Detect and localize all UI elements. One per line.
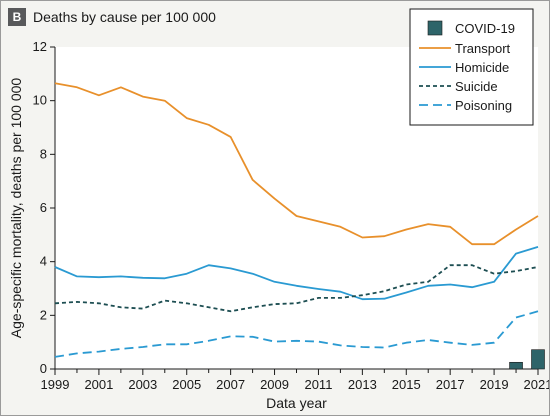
covid-bar bbox=[509, 361, 523, 370]
x-tick-label: 2007 bbox=[216, 377, 245, 392]
series-line-transport bbox=[54, 82, 539, 246]
legend-label: COVID-19 bbox=[455, 21, 515, 36]
x-tick-label: 2003 bbox=[128, 377, 157, 392]
y-tick-label: 8 bbox=[40, 146, 47, 161]
covid-bar bbox=[531, 349, 545, 370]
x-tick-label: 2015 bbox=[392, 377, 421, 392]
x-tick-label: 2011 bbox=[304, 377, 332, 392]
y-tick-label: 0 bbox=[40, 361, 47, 376]
series-line-homicide bbox=[54, 246, 539, 301]
legend-label: Suicide bbox=[455, 79, 498, 94]
x-tick-label: 2021 bbox=[524, 377, 549, 392]
x-tick-label: 2013 bbox=[348, 377, 377, 392]
panel-badge: B bbox=[8, 8, 26, 26]
legend-label: Transport bbox=[455, 41, 511, 56]
y-tick-label: 4 bbox=[40, 254, 47, 269]
x-tick-label: 2019 bbox=[480, 377, 509, 392]
panel-title: Deaths by cause per 100 000 bbox=[33, 9, 216, 25]
x-tick-label: 2001 bbox=[84, 377, 113, 392]
y-tick-label: 10 bbox=[33, 93, 47, 108]
x-tick-label: 2017 bbox=[436, 377, 465, 392]
y-axis-title: Age-specific mortality, deaths per 100 0… bbox=[8, 78, 24, 339]
legend: COVID-19 Transport Homicide Suicide Poisonin… bbox=[409, 8, 534, 126]
legend-label: Poisoning bbox=[455, 98, 512, 113]
y-tick-label: 12 bbox=[33, 39, 47, 54]
legend-label: Homicide bbox=[455, 60, 509, 75]
y-tick-label: 6 bbox=[40, 200, 47, 215]
legend-swatch-covid-19 bbox=[427, 20, 443, 36]
x-tick-label: 1999 bbox=[41, 377, 70, 392]
series-line-poisoning bbox=[54, 310, 539, 358]
x-axis-title: Data year bbox=[266, 395, 327, 411]
y-tick-label: 2 bbox=[40, 307, 47, 322]
series-line-suicide bbox=[54, 264, 539, 313]
x-tick-label: 2009 bbox=[260, 377, 289, 392]
x-tick-label: 2005 bbox=[172, 377, 201, 392]
